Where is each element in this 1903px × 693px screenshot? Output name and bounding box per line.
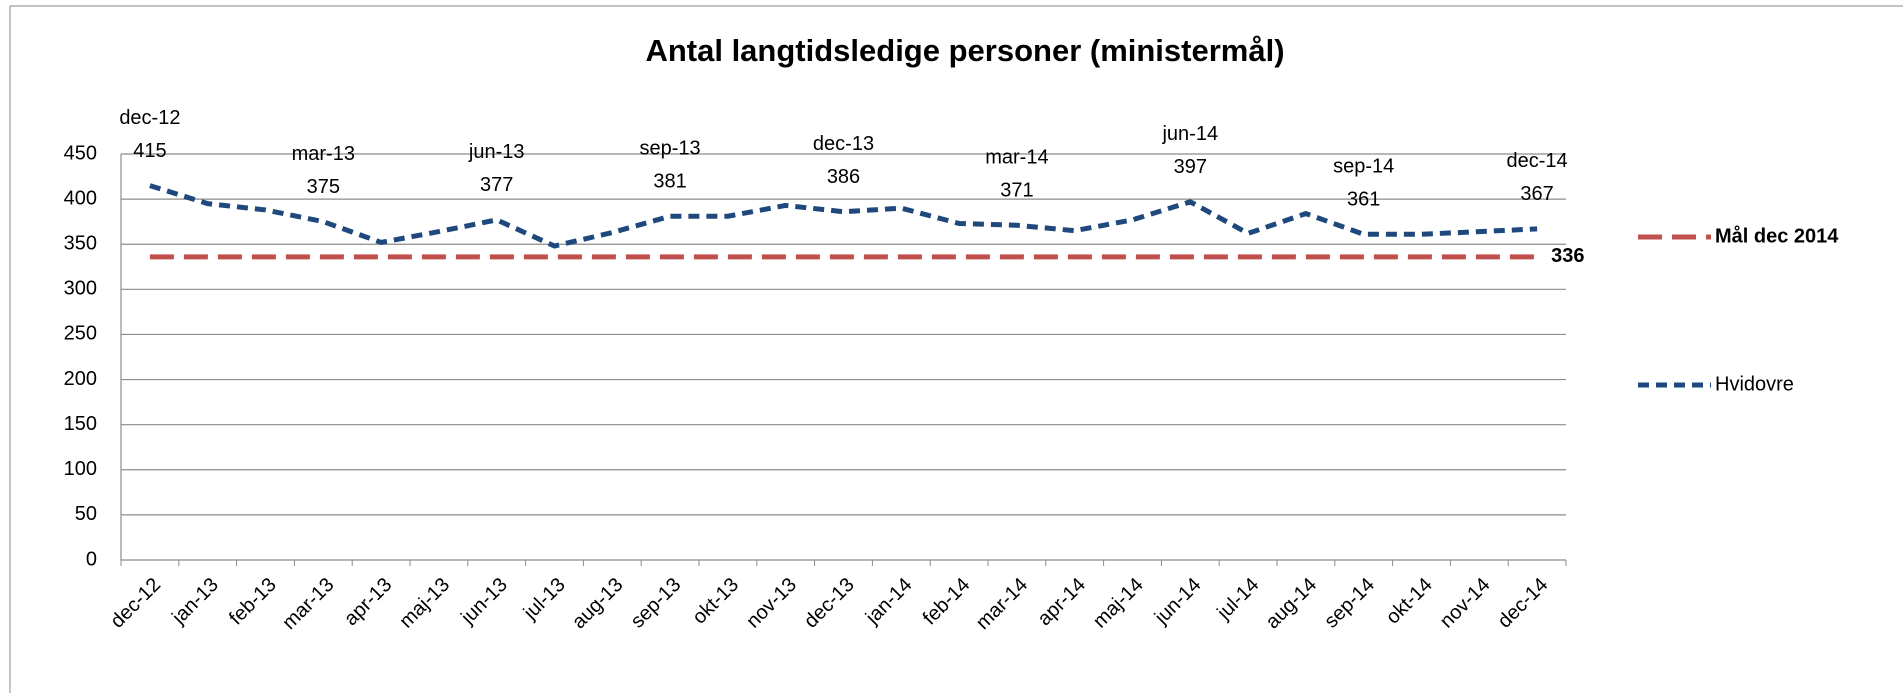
- y-tick-label: 350: [64, 233, 97, 255]
- data-label-category: jun-14: [1161, 123, 1218, 145]
- data-label: 377: [480, 174, 513, 196]
- data-label-category: dec-13: [813, 133, 874, 155]
- data-label: 361: [1347, 189, 1380, 211]
- data-label-category: sep-13: [640, 138, 701, 160]
- data-label: 381: [653, 171, 686, 193]
- y-tick-label: 50: [75, 503, 97, 525]
- data-label: 415: [133, 140, 166, 162]
- chart-frame: [9, 5, 1903, 693]
- y-tick-label: 150: [64, 413, 97, 435]
- data-label-category: sep-14: [1333, 156, 1394, 178]
- data-label-category: dec-14: [1507, 150, 1568, 172]
- y-tick-label: 300: [64, 278, 97, 300]
- y-tick-label: 450: [64, 142, 97, 164]
- y-tick-label: 400: [64, 187, 97, 209]
- legend-label: Hvidovre: [1715, 373, 1794, 395]
- data-label: 386: [827, 166, 860, 188]
- data-label: 371: [1000, 180, 1033, 202]
- legend-label: Mål dec 2014: [1715, 224, 1839, 247]
- data-label: 375: [307, 176, 340, 198]
- data-label-category: dec-12: [119, 107, 180, 129]
- data-label: 336: [1551, 245, 1584, 267]
- data-label: 397: [1174, 156, 1207, 178]
- data-label-category: jun-13: [468, 141, 525, 163]
- series-line: [149, 183, 1538, 249]
- data-label: 367: [1520, 183, 1553, 205]
- data-label-category: mar-14: [985, 147, 1048, 169]
- chart-title: Antal langtidsledige personer (ministerm…: [645, 33, 1284, 68]
- y-tick-label: 100: [64, 458, 97, 480]
- y-tick-label: 250: [64, 323, 97, 345]
- y-tick-label: 200: [64, 368, 97, 390]
- data-label-category: mar-13: [292, 143, 355, 165]
- y-tick-label: 0: [86, 548, 97, 570]
